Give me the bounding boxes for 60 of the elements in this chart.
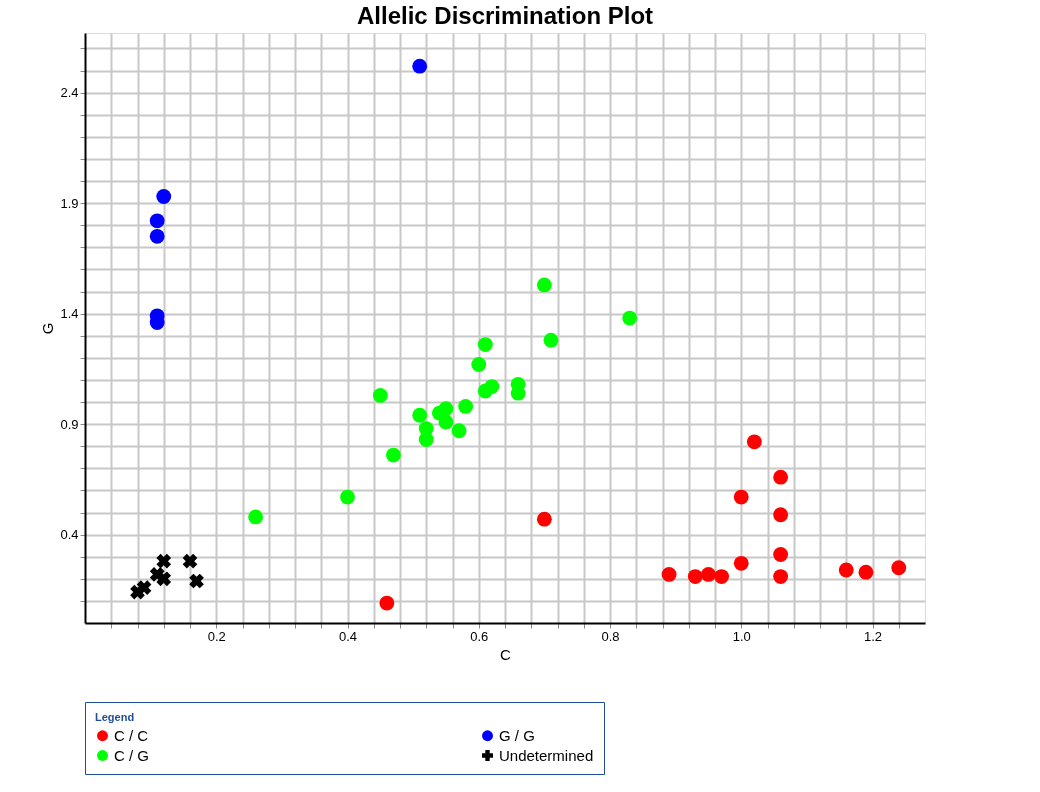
- point: [714, 569, 729, 584]
- point: [418, 421, 434, 436]
- point: [773, 569, 789, 584]
- point: [136, 580, 152, 595]
- x-tick-label: 0.4: [338, 628, 358, 644]
- point: [379, 595, 395, 611]
- point: [149, 228, 165, 244]
- point: [477, 337, 493, 352]
- point: [543, 332, 559, 348]
- point: [773, 469, 789, 485]
- point: [858, 564, 874, 580]
- point: [661, 566, 677, 582]
- y-axis-title: G: [39, 322, 57, 335]
- y-tick-label: 0.4: [60, 527, 79, 543]
- point: [536, 277, 552, 293]
- point: [701, 566, 716, 582]
- y-tick-label: 1.9: [60, 195, 79, 211]
- point: [622, 310, 638, 326]
- y-tick-label: 0.9: [60, 416, 79, 432]
- point: [412, 407, 428, 423]
- point: [838, 562, 854, 578]
- point: [156, 189, 172, 204]
- point: [773, 547, 789, 562]
- point: [471, 357, 487, 372]
- point: [372, 388, 388, 403]
- point: [891, 560, 907, 576]
- x-tick-label: 1.0: [732, 628, 751, 644]
- chart-title: Allelic Discrimination Plot: [356, 2, 654, 29]
- point: [438, 401, 454, 417]
- x-tick-label: 0.8: [601, 628, 620, 644]
- point: [773, 507, 789, 523]
- x-axis-title: C: [500, 645, 512, 663]
- legend-label: G / G: [499, 726, 535, 744]
- point: [156, 553, 172, 569]
- y-tick-label: 1.4: [60, 306, 79, 322]
- legend-label: C / G: [114, 746, 150, 764]
- y-tick-label: 2.4: [60, 85, 79, 101]
- point: [438, 414, 454, 430]
- point: [248, 509, 264, 525]
- legend-label: Undetermined: [499, 746, 594, 764]
- point: [149, 213, 165, 229]
- x-tick-label: 0.6: [470, 628, 489, 644]
- point: [189, 573, 204, 589]
- point: [484, 379, 500, 394]
- point: [451, 423, 467, 439]
- point: [412, 58, 428, 74]
- point: [687, 569, 703, 584]
- point: [746, 434, 762, 450]
- x-tick-label: 0.2: [207, 628, 226, 644]
- point: [156, 571, 172, 587]
- point: [458, 399, 474, 414]
- legend-title: Legend: [95, 711, 135, 723]
- point: [182, 553, 198, 569]
- point: [733, 555, 749, 571]
- point: [536, 511, 552, 527]
- x-tick-label: 1.2: [863, 628, 883, 644]
- point: [733, 489, 749, 505]
- point: [340, 489, 355, 505]
- point: [386, 447, 401, 463]
- legend-label: C / C: [114, 726, 149, 744]
